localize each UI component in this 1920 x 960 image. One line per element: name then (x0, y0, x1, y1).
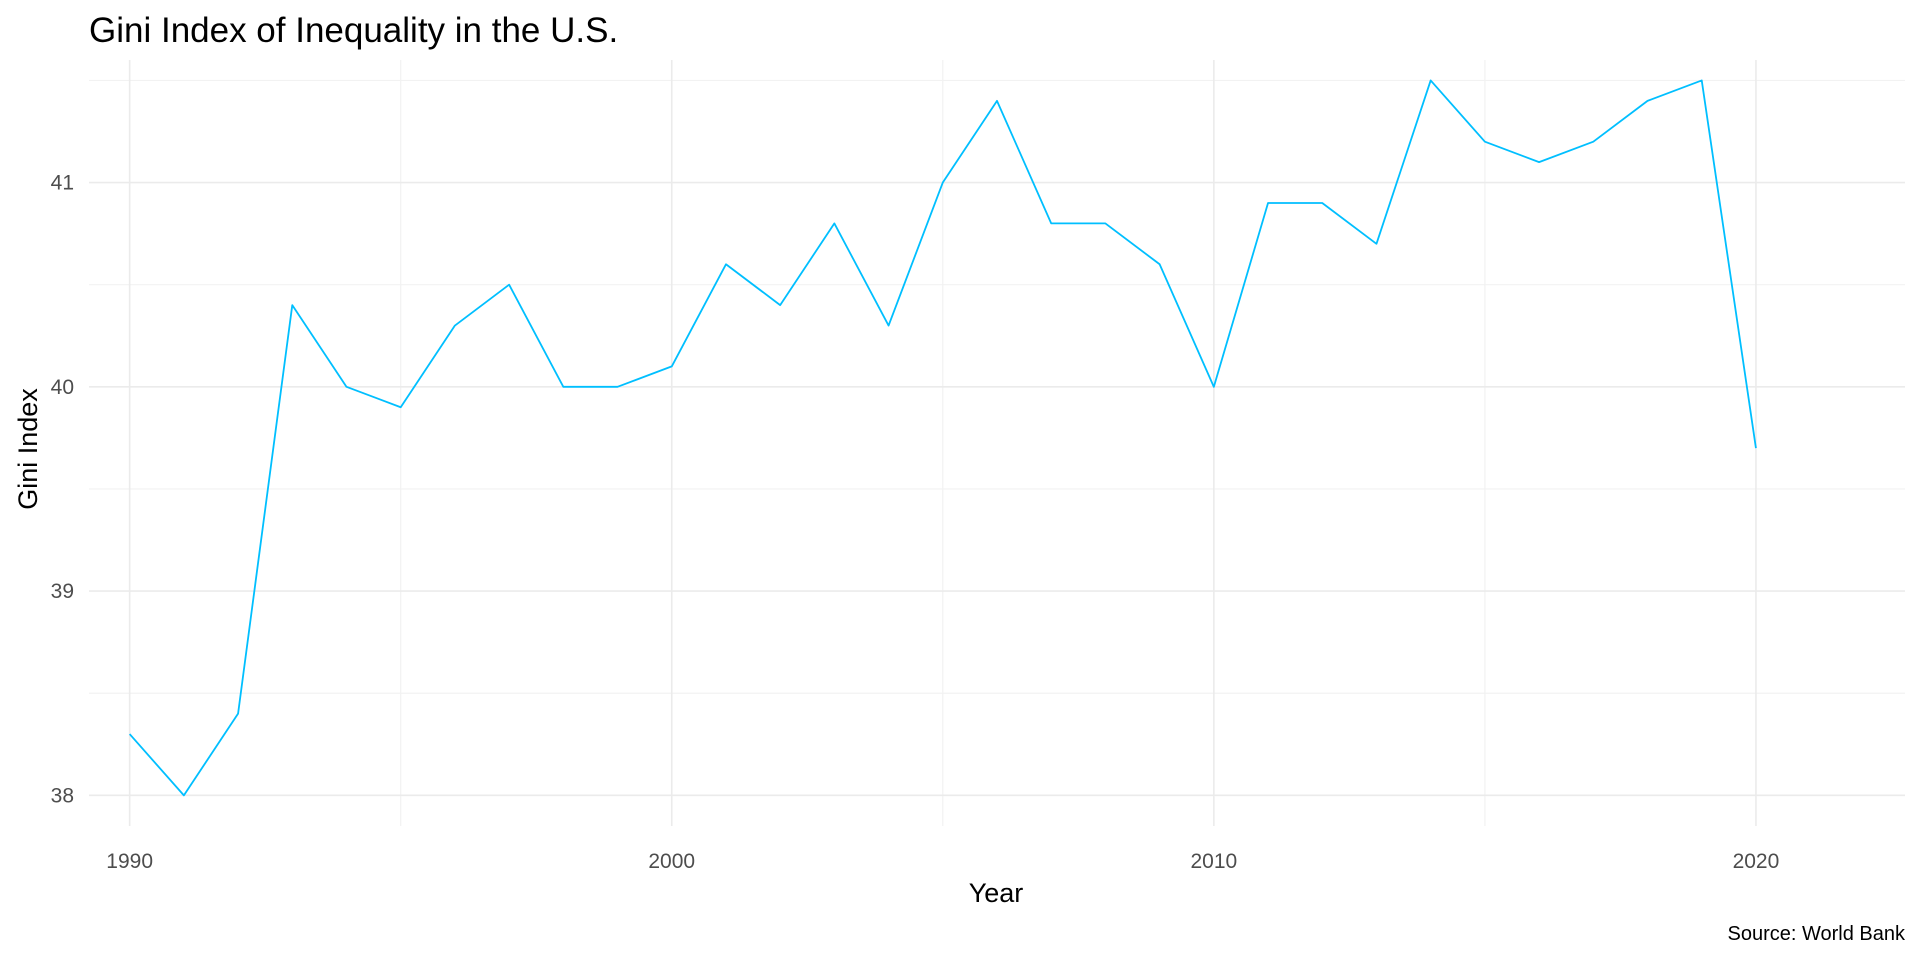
minor-gridlines (89, 60, 1905, 826)
x-tick-label: 1990 (106, 850, 153, 873)
x-tick-label: 2010 (1190, 850, 1237, 873)
x-axis-title: Year (969, 878, 1024, 908)
source-caption: Source: World Bank (1728, 923, 1906, 945)
y-tick-label: 38 (51, 784, 74, 807)
y-tick-labels: 38 39 40 41 (51, 172, 74, 808)
major-gridlines (89, 60, 1905, 826)
y-tick-label: 39 (51, 580, 74, 603)
x-tick-label: 2020 (1733, 850, 1780, 873)
chart-title: Gini Index of Inequality in the U.S. (89, 11, 618, 50)
x-tick-label: 2000 (648, 850, 695, 873)
y-tick-label: 41 (51, 172, 74, 195)
series-layer (128, 79, 1757, 797)
y-tick-label: 40 (51, 376, 74, 399)
y-axis-title: Gini Index (13, 388, 43, 510)
series-line (128, 79, 1757, 797)
x-tick-labels: 1990 2000 2010 2020 (106, 850, 1779, 873)
